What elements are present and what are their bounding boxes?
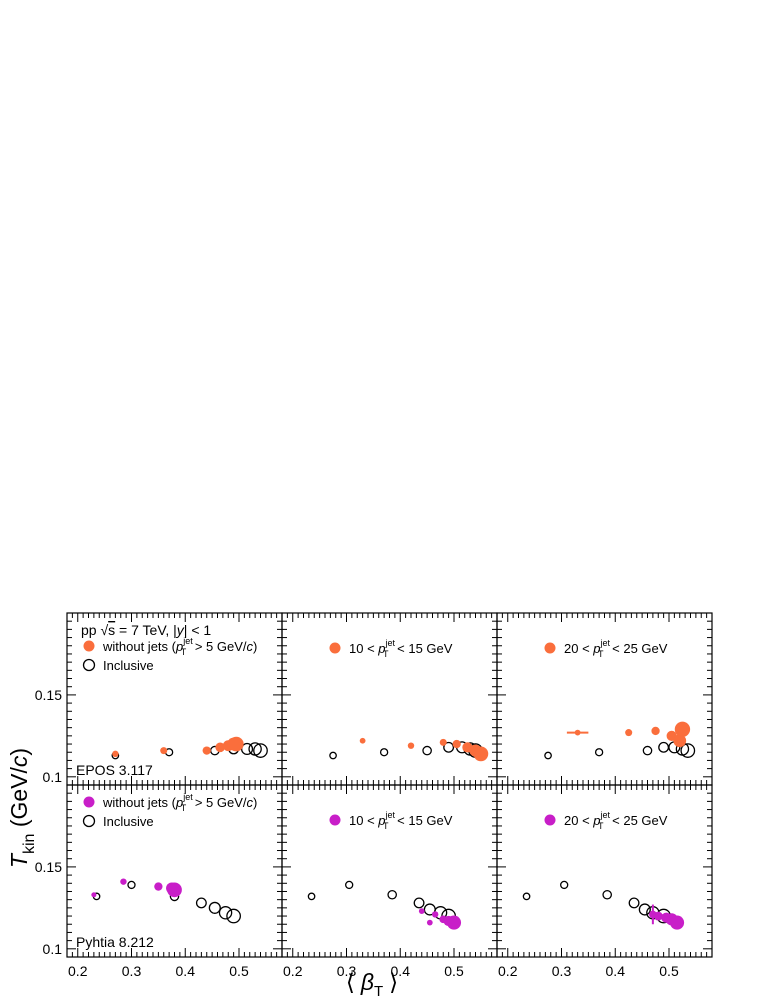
- generator-label: EPOS 3.117: [76, 762, 153, 778]
- legend-entry: Inclusive: [103, 658, 154, 673]
- data-point-filled: [574, 729, 581, 736]
- data-point-inclusive: [413, 897, 425, 909]
- y-axis-title: Tkin (GeV/c): [6, 748, 38, 868]
- data-point-filled: [120, 878, 127, 885]
- x-tick-label: 0.2: [283, 963, 303, 979]
- legend-entry: without jets (pjet T > 5 GeV/c): [102, 636, 257, 657]
- panel-r1-c2: 0.2 0.3 0.4 0.5 20 < pjet T < 25 GeV: [496, 784, 713, 979]
- legend-marker: [82, 814, 96, 828]
- legend-marker: [329, 642, 341, 654]
- data-point-inclusive: [226, 908, 241, 924]
- data-point-inclusive: [379, 748, 389, 757]
- x-tick-label: 0.5: [444, 963, 464, 979]
- data-point-inclusive: [195, 897, 207, 909]
- legend-entry: 10 < pjet T < 15 GeV: [349, 638, 453, 659]
- data-point-filled: [431, 911, 439, 918]
- data-point-inclusive: [602, 889, 612, 900]
- x-tick-label: 0.5: [229, 963, 249, 979]
- legend-marker: [544, 642, 556, 654]
- data-point-inclusive: [522, 892, 531, 901]
- data-point-inclusive: [127, 880, 136, 890]
- legend-marker: [83, 640, 95, 652]
- x-tick-label: 0.2: [68, 963, 88, 979]
- panel-r0-c1: 10 < pjet T < 15 GeV: [281, 612, 498, 786]
- data-point-inclusive: [658, 741, 670, 753]
- panel-r1-c1: 0.2 0.3 0.4 0.5 10 < pjet T < 15 GeV: [281, 784, 498, 979]
- panel-r1-c0: 0.1 0.15 0.2 0.3 0.4 0.5 without jets (pjet T >…: [35, 784, 283, 979]
- legend-entry: Inclusive: [103, 814, 154, 829]
- legend-entry: 20 < pjet T < 25 GeV: [564, 810, 668, 831]
- data-point-inclusive: [387, 889, 397, 900]
- x-tick-label: 0.3: [552, 963, 572, 979]
- data-point-inclusive: [680, 743, 696, 758]
- data-point-filled: [446, 915, 462, 930]
- legend-marker: [329, 814, 341, 826]
- data-point-inclusive: [248, 742, 262, 756]
- data-point-inclusive: [638, 903, 651, 916]
- data-point-filled: [160, 747, 168, 755]
- data-point-inclusive: [642, 745, 653, 756]
- panel-r0-c2: 20 < pjet T < 25 GeV: [496, 612, 713, 786]
- data-point-filled: [154, 882, 163, 891]
- x-tick-label: 0.2: [498, 963, 518, 979]
- y-tick-label: 0.1: [43, 941, 63, 957]
- data-point-inclusive: [329, 751, 337, 760]
- legend-marker: [544, 814, 556, 826]
- data-point-filled: [670, 915, 685, 930]
- data-point-inclusive: [208, 901, 221, 914]
- y-tick-label: 0.1: [43, 769, 63, 785]
- data-point-filled: [228, 736, 244, 752]
- legend-entry: without jets (pjet T > 5 GeV/c): [102, 792, 257, 813]
- data-point-inclusive: [544, 751, 552, 760]
- legend-entry: 10 < pjet T < 15 GeV: [349, 810, 453, 831]
- data-point-filled: [653, 911, 663, 921]
- generator-label: Pyhtia 8.212: [76, 934, 154, 950]
- x-tick-label: 0.4: [606, 963, 626, 979]
- data-point-inclusive: [218, 906, 233, 920]
- legend-marker: [83, 796, 95, 808]
- y-tick-label: 0.15: [35, 859, 62, 875]
- x-tick-label: 0.3: [337, 963, 357, 979]
- collision-system-label: pp √s = 7 TeV, |y| < 1: [81, 622, 211, 638]
- data-point-filled: [674, 721, 691, 737]
- panel-frame: [66, 784, 283, 958]
- data-point-inclusive: [443, 741, 455, 753]
- data-point-filled: [452, 739, 461, 749]
- x-tick-label: 0.3: [122, 963, 142, 979]
- data-point-inclusive: [307, 892, 316, 901]
- x-tick-label: 0.4: [391, 963, 411, 979]
- data-point-filled: [359, 737, 366, 744]
- data-point-filled: [167, 882, 182, 898]
- data-point-filled: [673, 734, 687, 748]
- x-axis-title: ⟨ βT ⟩: [346, 969, 398, 999]
- legend-marker: [82, 658, 96, 672]
- data-point-filled: [418, 908, 425, 915]
- data-point-filled: [473, 746, 489, 762]
- y-tick-label: 0.15: [35, 687, 62, 703]
- data-point-filled: [426, 919, 433, 926]
- data-point-inclusive: [628, 897, 640, 909]
- x-tick-label: 0.5: [659, 963, 679, 979]
- data-point-filled: [439, 738, 447, 746]
- data-point-filled: [651, 726, 660, 736]
- data-point-filled: [625, 729, 633, 737]
- data-point-inclusive: [345, 880, 354, 890]
- data-point-filled: [407, 742, 415, 749]
- data-point-inclusive: [253, 743, 268, 758]
- data-point-filled: [215, 742, 225, 753]
- data-point-filled: [112, 750, 119, 758]
- data-point-inclusive: [422, 745, 432, 756]
- data-point-inclusive: [594, 748, 604, 757]
- x-tick-label: 0.4: [176, 963, 196, 979]
- data-point-inclusive: [560, 880, 569, 890]
- data-point-filled: [91, 892, 97, 898]
- data-point-filled: [202, 746, 211, 755]
- legend-entry: 20 < pjet T < 25 GeV: [564, 638, 668, 659]
